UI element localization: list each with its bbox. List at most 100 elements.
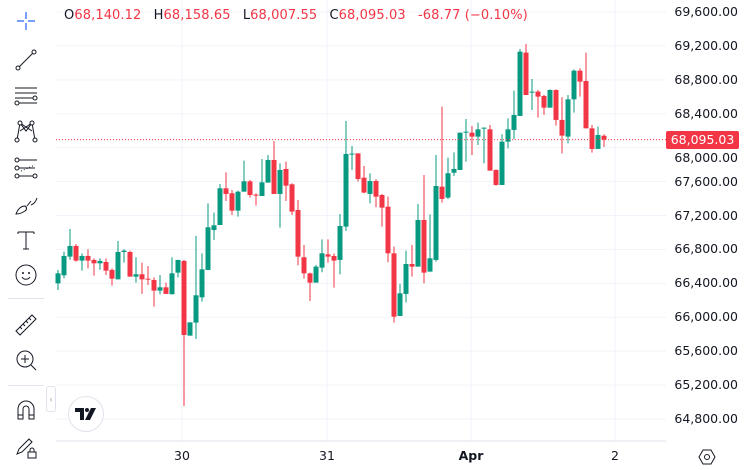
close-value: 68,095.03 [338, 8, 406, 23]
candle-up [349, 153, 355, 155]
candle-up [463, 131, 469, 133]
tradingview-logo[interactable] [68, 396, 104, 432]
candle-down [577, 70, 583, 82]
tradingview-logo-icon [75, 408, 96, 420]
candle-up [187, 322, 193, 336]
candle-up [427, 258, 433, 272]
candle-down [391, 253, 397, 317]
candle-up [313, 266, 319, 283]
candle-up [175, 259, 181, 273]
candle-down [151, 279, 157, 291]
candle-up [97, 260, 103, 264]
candle-up [511, 114, 517, 130]
candle-up [565, 99, 571, 137]
candle-up [529, 91, 535, 93]
candle-up [517, 51, 523, 116]
candle-up [445, 173, 451, 198]
candle-down [385, 206, 391, 254]
price-tick-label: 66,000.00 [674, 309, 738, 325]
candle-up [571, 70, 577, 100]
candle-down [229, 193, 235, 211]
horizontal-lines-tool[interactable] [8, 81, 44, 111]
candle-up [133, 274, 139, 277]
candle-down [601, 135, 607, 140]
zoom-in-icon [16, 350, 37, 371]
candle-down [223, 188, 229, 194]
brush-icon [15, 197, 38, 215]
time-tick-label: 31 [319, 448, 335, 463]
magnet-icon [17, 400, 35, 420]
fib-icon [14, 157, 38, 179]
time-tick-label: 30 [174, 448, 190, 463]
candle-down [301, 257, 307, 274]
pattern-tool[interactable] [8, 116, 44, 146]
candle-down [439, 186, 445, 199]
candle-down [553, 90, 559, 120]
candle-up [67, 245, 73, 257]
high-label: H [153, 8, 164, 23]
chevron-left-icon: ‹ [49, 394, 53, 404]
candle-down [493, 169, 499, 185]
candle-down [271, 159, 277, 194]
candle-down [145, 278, 151, 280]
candle-up [499, 141, 505, 185]
price-tick-label: 67,200.00 [674, 207, 738, 223]
measure-tool[interactable] [8, 310, 44, 340]
trend-line-tool[interactable] [8, 45, 44, 75]
price-tick-label: 68,400.00 [674, 105, 738, 121]
candle-down [91, 259, 97, 264]
candle-down [73, 245, 79, 261]
price-tick-label: 67,600.00 [674, 173, 738, 189]
zoom-in-tool[interactable] [8, 345, 44, 375]
candle-up [433, 185, 439, 260]
price-tick-label: 66,800.00 [674, 241, 738, 257]
emoji-tool[interactable] [8, 260, 44, 290]
candle-down [307, 273, 313, 283]
price-tick-label: 69,200.00 [674, 37, 738, 53]
candle-up [121, 250, 127, 252]
candle-up [481, 127, 487, 129]
text-tool[interactable] [8, 225, 44, 255]
price-tick-label: 68,800.00 [674, 71, 738, 87]
candle-up [595, 134, 601, 149]
candle-down [139, 274, 145, 280]
high-value: 68,158.65 [163, 8, 231, 23]
candle-down [469, 132, 475, 137]
fib-tool[interactable] [8, 153, 44, 183]
lock-drawings-tool[interactable] [8, 432, 44, 462]
candle-down [559, 119, 565, 136]
candle-down [295, 209, 301, 257]
candle-up [415, 219, 421, 267]
candle-up [259, 182, 265, 196]
candle-down [487, 129, 493, 171]
low-label: L [242, 8, 251, 23]
time-tick-label: 2 [611, 448, 619, 463]
price-tick-label: 66,400.00 [674, 275, 738, 291]
candle-up [337, 226, 343, 260]
candle-down [163, 287, 169, 294]
settings-icon[interactable] [698, 448, 716, 466]
price-tick-label: 64,800.00 [674, 411, 738, 426]
candle-up [265, 159, 271, 183]
last-price-label: 68,095.03 [666, 130, 739, 149]
candle-down [361, 177, 367, 193]
candle-up [547, 90, 553, 108]
crosshair-icon [17, 12, 35, 30]
candle-up [115, 251, 121, 280]
crosshair-tool[interactable] [8, 6, 44, 36]
candle-down [283, 168, 289, 186]
candle-up [199, 269, 205, 298]
open-value: 68,140.12 [74, 8, 142, 23]
candle-down [247, 181, 253, 195]
collapse-toolbar-button[interactable]: ‹ [46, 386, 56, 412]
candle-down [583, 81, 589, 129]
candle-up [397, 293, 403, 316]
brush-tool[interactable] [8, 190, 44, 220]
candle-down [103, 261, 109, 271]
candle-up [367, 180, 373, 194]
ohlc-legend: O68,140.12 H68,158.65 L68,007.55 C68,095… [64, 8, 536, 23]
magnet-tool[interactable] [8, 395, 44, 425]
candle-up [205, 227, 211, 270]
candle-down [409, 264, 415, 267]
